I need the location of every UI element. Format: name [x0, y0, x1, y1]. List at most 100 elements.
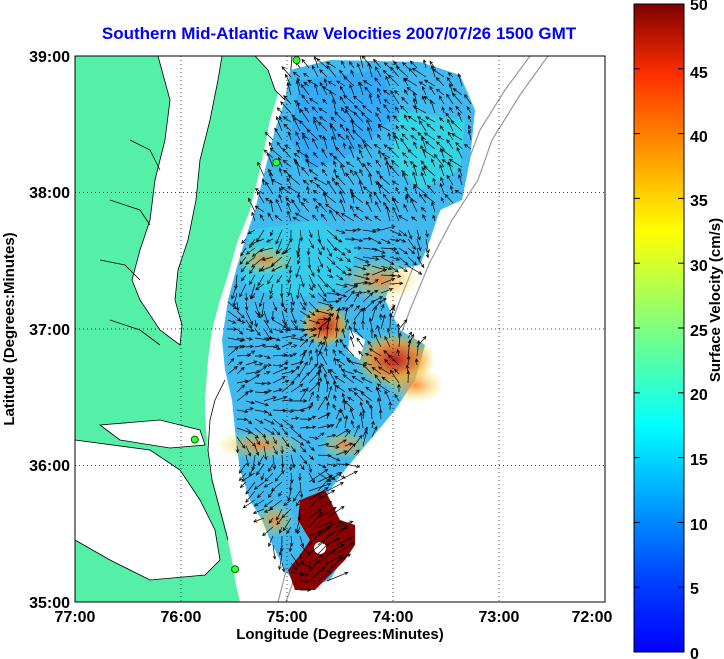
velocity-arrow: [290, 562, 298, 571]
velocity-arrow: [308, 445, 315, 451]
velocity-arrow: [456, 147, 463, 159]
velocity-arrow: [400, 137, 409, 150]
velocity-arrow: [321, 148, 328, 159]
velocity-arrow: [283, 169, 292, 177]
velocity-arrow: [317, 549, 336, 564]
velocity-arrow: [308, 310, 316, 316]
velocity-arrow: [362, 139, 373, 150]
pamlico-sound: [75, 439, 221, 581]
velocity-arrow: [403, 203, 409, 213]
velocity-arrow: [245, 319, 252, 329]
velocity-arrow: [371, 238, 382, 245]
y-axis: 39:00 38:00 37:00 36:00 35:00 Latitude (…: [1, 49, 70, 612]
velocity-arrow: [279, 283, 284, 298]
velocity-arrow: [235, 301, 240, 312]
velocity-arrow: [253, 481, 265, 490]
velocity-arrow: [455, 141, 463, 150]
velocity-arrow: [293, 117, 301, 132]
warm-patch-6: [255, 502, 295, 538]
velocity-arrow: [376, 324, 382, 339]
velocity-arrow: [341, 60, 346, 69]
velocity-arrow: [317, 202, 328, 213]
velocity-arrow: [245, 481, 256, 495]
velocity-arrow: [353, 280, 369, 285]
velocity-arrow: [410, 127, 418, 132]
velocity-arrow: [389, 306, 395, 321]
velocity-arrow: [268, 141, 274, 150]
velocity-arrow: [272, 376, 286, 384]
velocity-arrow: [302, 179, 310, 186]
velocity-arrow: [272, 445, 278, 456]
velocity-arrow: [371, 268, 388, 276]
velocity-arrow: [278, 115, 283, 123]
velocity-arrow: [258, 247, 274, 253]
velocity-arrow: [364, 86, 373, 96]
velocity-arrow: [313, 119, 319, 132]
y-tick: 39:00: [29, 49, 70, 66]
velocity-arrow: [264, 472, 274, 482]
velocity-arrow: [281, 508, 292, 519]
warm-patch-1: [340, 258, 420, 302]
velocity-arrow: [425, 238, 430, 254]
velocity-arrow: [271, 265, 283, 272]
velocity-arrow: [387, 114, 391, 123]
velocity-arrow: [423, 165, 436, 177]
velocity-arrow: [447, 118, 454, 132]
velocity-arrow: [301, 166, 310, 177]
velocity-arrow: [312, 137, 319, 150]
velocity-arrow: [371, 366, 382, 375]
velocity-arrow: [302, 198, 310, 204]
velocity-arrow: [296, 149, 310, 159]
velocity-arrow: [267, 212, 274, 222]
velocity-arrow: [253, 499, 265, 507]
velocity-arrow: [319, 81, 328, 96]
velocity-arrow: [382, 193, 391, 204]
colorbar-tick: 10: [690, 517, 708, 534]
velocity-arrow: [446, 93, 454, 105]
velocity-arrow: [269, 283, 274, 295]
map-plot-area[interactable]: [75, 53, 605, 602]
velocity-arrow: [335, 274, 344, 281]
velocity-arrow: [353, 246, 362, 250]
velocity-arrow: [236, 436, 246, 449]
velocity-arrow: [380, 256, 395, 265]
velocity-arrow: [454, 189, 463, 195]
velocity-arrow: [299, 445, 307, 453]
velocity-arrow: [311, 214, 319, 222]
velocity-arrow: [276, 517, 283, 526]
velocity-arrow: [420, 171, 427, 186]
velocity-arrow: [385, 205, 391, 222]
velocity-arrow: [353, 449, 360, 456]
velocity-arrow: [335, 146, 346, 159]
velocity-arrow: [317, 474, 333, 492]
velocity-arrow: [245, 400, 256, 405]
velocity-arrow: [276, 141, 283, 150]
velocity-arrow: [272, 427, 281, 436]
velocity-arrow: [358, 81, 364, 96]
velocity-arrow: [371, 305, 377, 321]
velocity-arrow: [317, 520, 334, 528]
velocity-arrow: [285, 197, 292, 204]
velocity-arrow: [317, 489, 336, 501]
velocity-arrow: [353, 238, 364, 243]
velocity-arrow: [342, 344, 355, 357]
velocity-arrow: [317, 532, 334, 546]
velocity-arrow: [263, 310, 269, 324]
velocity-arrow: [362, 306, 366, 321]
velocity-arrow: [227, 319, 237, 324]
velocity-arrow: [272, 328, 284, 333]
velocity-arrow: [249, 238, 265, 245]
velocity-arrow: [423, 79, 436, 87]
velocity-arrow: [377, 133, 382, 141]
velocity-arrow: [317, 432, 325, 438]
velocity-arrow: [272, 346, 282, 350]
velocity-arrow: [263, 436, 269, 445]
velocity-arrow: [346, 359, 364, 366]
velocity-arrow: [241, 238, 247, 244]
velocity-arrow: [392, 196, 400, 213]
velocity-arrow: [317, 395, 328, 411]
velocity-arrow: [254, 301, 261, 317]
velocity-arrow: [326, 506, 345, 519]
velocity-arrow: [317, 292, 327, 302]
velocity-arrow: [292, 71, 301, 78]
